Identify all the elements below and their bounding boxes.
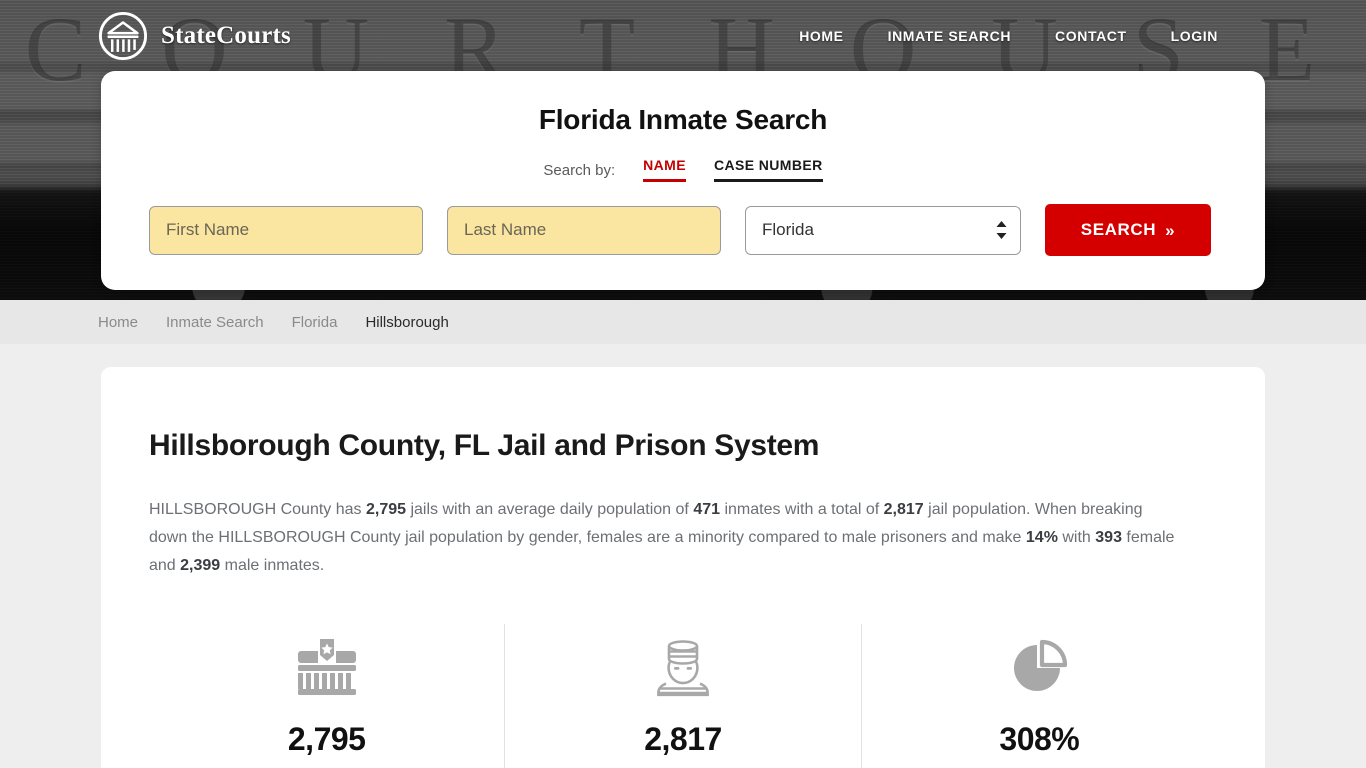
- breadcrumb: Home Inmate Search Florida Hillsborough: [0, 300, 1366, 344]
- stat-prisoners-value: 2,817: [644, 721, 722, 757]
- statistics-row: 2,795 Jails: [149, 624, 1217, 768]
- summary-text-5: with: [1057, 529, 1096, 546]
- search-form: Florida SEARCH »: [149, 204, 1217, 256]
- page-title: Hillsborough County, FL Jail and Prison …: [149, 429, 820, 462]
- search-by-row: Search by: NAME CASE NUMBER: [149, 157, 1217, 182]
- stat-prisoners: 2,817 Prisoners: [504, 624, 860, 768]
- chevron-double-right-icon: »: [1165, 220, 1176, 240]
- breadcrumb-item-inmate-search[interactable]: Inmate Search: [166, 313, 264, 331]
- last-name-input[interactable]: [447, 205, 721, 255]
- summary-total-population: 2,817: [883, 501, 924, 518]
- pie-chart-icon: [862, 636, 1217, 698]
- search-button-label: SEARCH: [1080, 220, 1157, 239]
- stat-jail-rate: 308% Jail Rate: [860, 624, 1217, 768]
- summary-text-7: male inmates.: [220, 557, 325, 574]
- state-select[interactable]: Florida: [745, 205, 1021, 255]
- summary-average-daily-population: 471: [693, 501, 721, 518]
- stat-jails: 2,795 Jails: [149, 624, 504, 768]
- nav-item-inmate-search[interactable]: INMATE SEARCH: [887, 28, 1012, 44]
- state-select-wrapper: Florida: [745, 205, 1021, 255]
- main-nav: HOME INMATE SEARCH CONTACT LOGIN: [799, 28, 1218, 44]
- breadcrumb-item-florida[interactable]: Florida: [291, 313, 338, 331]
- tab-search-by-name[interactable]: NAME: [643, 157, 686, 182]
- summary-text-4: jail population. When breaking down the …: [149, 501, 1143, 546]
- summary-jails-count: 2,795: [365, 501, 407, 518]
- tab-search-by-case-number[interactable]: CASE NUMBER: [713, 157, 823, 182]
- search-button[interactable]: SEARCH »: [1045, 204, 1211, 256]
- breadcrumb-item-hillsborough: Hillsborough: [365, 313, 449, 331]
- nav-item-contact[interactable]: CONTACT: [1055, 28, 1127, 44]
- breadcrumb-item-home[interactable]: Home: [98, 313, 139, 331]
- content-wrapper: Hillsborough County, FL Jail and Prison …: [0, 344, 1366, 768]
- summary-female-count: 393: [1095, 529, 1122, 546]
- courthouse-circle-icon: [98, 11, 148, 61]
- summary-text-6: female and: [149, 529, 1175, 574]
- stat-jails-value: 2,795: [287, 721, 366, 757]
- inmate-search-card: Florida Inmate Search Search by: NAME CA…: [101, 71, 1265, 290]
- search-by-label: Search by:: [543, 162, 616, 179]
- prisoner-icon: [505, 636, 860, 698]
- search-title: Florida Inmate Search: [538, 104, 828, 135]
- summary-female-percent: 14%: [1025, 529, 1058, 546]
- hero-banner: C O U R T H O U S E StateCourts HOME: [0, 0, 1366, 300]
- summary-text-1: HILLSBOROUGH County has: [149, 501, 366, 518]
- top-navigation-bar: StateCourts HOME INMATE SEARCH CONTACT L…: [0, 0, 1366, 72]
- first-name-input[interactable]: [149, 205, 423, 255]
- stat-jail-rate-value: 308%: [999, 721, 1080, 757]
- brand-logo[interactable]: StateCourts: [98, 11, 291, 61]
- nav-item-login[interactable]: LOGIN: [1170, 28, 1218, 44]
- jail-building-icon: [149, 636, 504, 698]
- county-overview-card: Hillsborough County, FL Jail and Prison …: [101, 367, 1265, 768]
- summary-male-count: 2,399: [180, 557, 221, 574]
- summary-text-2: jails with an average daily population o…: [406, 501, 694, 518]
- summary-text-3: inmates with a total of: [720, 501, 884, 518]
- state-select-value: Florida: [762, 220, 814, 239]
- brand-name: StateCourts: [161, 22, 291, 49]
- county-summary-paragraph: HILLSBOROUGH County has 2,795 jails with…: [149, 496, 1184, 580]
- nav-item-home[interactable]: HOME: [799, 28, 844, 44]
